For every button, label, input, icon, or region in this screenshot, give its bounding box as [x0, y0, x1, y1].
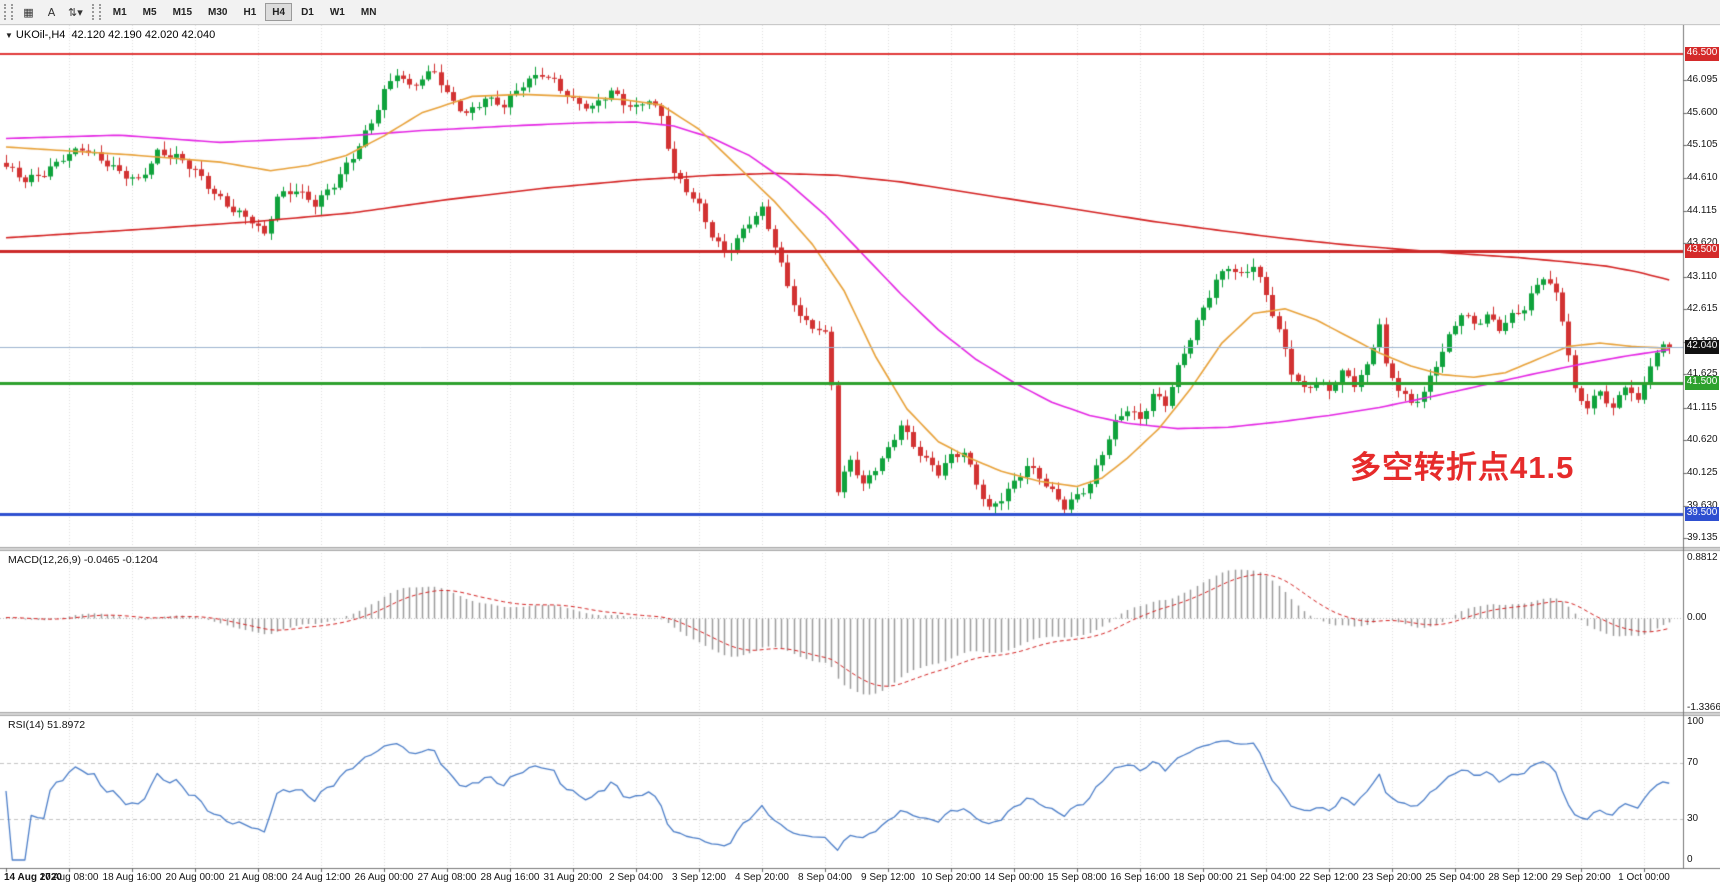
tf-button-M1[interactable]: M1: [105, 3, 134, 21]
toolbar-grip[interactable]: [4, 4, 13, 20]
tf-button-D1[interactable]: D1: [294, 3, 321, 21]
ohlc-values: 42.120 42.190 42.020 42.040: [71, 29, 216, 41]
toolbar: ▦ A ⇅▾ M1 M5 M15 M30 H1 H4 D1 W1 MN: [0, 0, 1720, 25]
macd-label: MACD(12,26,9) -0.0465 -0.1204: [8, 554, 158, 566]
text-label-tool-icon[interactable]: A: [41, 2, 62, 22]
rsi-label: RSI(14) 51.8972: [8, 719, 86, 731]
tf-button-H1[interactable]: H1: [236, 3, 264, 21]
annotation-text: 多空转折点41.5: [1350, 450, 1575, 485]
toolbar-grip-2[interactable]: [91, 4, 101, 20]
tick-chart-icon[interactable]: ▦: [18, 2, 39, 22]
toolbar-icon-group: ▦ A ⇅▾: [17, 2, 88, 22]
symbol-period-label: UKOil-,H4: [15, 29, 66, 41]
collapse-triangle-icon[interactable]: ▼: [5, 31, 13, 40]
tf-button-M15[interactable]: M15: [165, 3, 200, 21]
tf-button-M5[interactable]: M5: [135, 3, 164, 21]
timeframe-bar: M1 M5 M15 M30 H1 H4 D1 W1 MN: [105, 3, 385, 21]
scale-tool-icon[interactable]: ⇅▾: [64, 2, 87, 22]
tf-button-W1[interactable]: W1: [322, 3, 352, 21]
tf-button-H4[interactable]: H4: [265, 3, 293, 21]
chart-title: ▼ UKOil-,H4 42.120 42.190 42.020 42.040: [5, 29, 215, 41]
tf-button-M30[interactable]: M30: [201, 3, 235, 21]
tf-button-MN[interactable]: MN: [353, 3, 384, 21]
